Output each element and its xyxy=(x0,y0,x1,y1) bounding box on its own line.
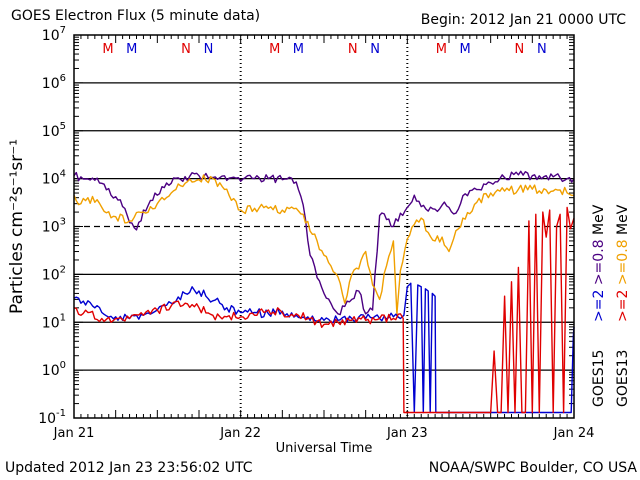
legend-part: >=0.8 xyxy=(615,239,631,289)
legend-entry: >=2 >=0.8 MeV xyxy=(615,204,631,322)
legend-layer: GOES15 >=2 >=0.8 MeV GOES13 >=2 >=0.8 MeV xyxy=(591,204,631,407)
updated-timestamp: Updated 2012 Jan 23 23:56:02 UTC xyxy=(5,460,253,476)
y-tick-label: 101 xyxy=(42,312,66,331)
legend-part: MeV xyxy=(591,204,607,239)
y-tick-label: 104 xyxy=(42,169,66,188)
y-tick-label: 103 xyxy=(42,217,66,236)
mn-marker: M xyxy=(293,42,304,57)
x-tick-label: Jan 21 xyxy=(53,426,95,441)
legend-part: >=2 xyxy=(615,290,631,322)
series-line xyxy=(73,170,575,316)
mn-marker: M xyxy=(459,42,470,57)
mn-marker: M xyxy=(102,42,113,57)
legend-entry: >=2 >=0.8 MeV xyxy=(591,204,607,322)
x-tick-label: Jan 23 xyxy=(386,426,428,441)
legend-part: MeV xyxy=(615,204,631,239)
y-tick-label: 10-1 xyxy=(38,408,66,427)
series-line xyxy=(73,282,575,414)
x-tick-label: Jan 22 xyxy=(219,426,261,441)
y-tick-label: 100 xyxy=(42,360,66,379)
series-layer xyxy=(73,170,575,414)
legend-part: >=2 xyxy=(591,290,607,322)
mn-marker: N xyxy=(348,42,358,57)
label-layer: 10-1 100 101 102 103 104 105 106 107 Jan 21 Jan 22… xyxy=(7,25,594,456)
mn-marker: N xyxy=(515,42,525,57)
y-tick-label: 102 xyxy=(42,264,66,283)
y-tick-label: 106 xyxy=(42,73,66,92)
grid-layer xyxy=(73,34,575,419)
frame-layer xyxy=(73,34,575,419)
legend-satellite-name: GOES15 xyxy=(591,350,607,407)
legend-satellite-name: GOES13 xyxy=(615,350,631,407)
mn-marker: M xyxy=(436,42,447,57)
series-line xyxy=(73,174,575,315)
x-axis-title: Universal Time xyxy=(276,441,373,456)
x-tick-label: Jan 24 xyxy=(553,426,595,441)
mn-marker: M xyxy=(269,42,280,57)
y-tick-label: 105 xyxy=(42,121,66,140)
mn-marker: N xyxy=(370,42,380,57)
mn-marker: M xyxy=(126,42,137,57)
mn-marker: N xyxy=(204,42,214,57)
mn-marker: N xyxy=(537,42,547,57)
plot-frame xyxy=(73,34,575,419)
legend-part: >=0.8 xyxy=(591,239,607,289)
series-line xyxy=(73,206,575,414)
chart-title: GOES Electron Flux (5 minute data) xyxy=(11,8,261,24)
mn-marker: N xyxy=(181,42,191,57)
y-tick-label: 107 xyxy=(42,25,66,44)
y-axis-title: Particles cm⁻²s⁻¹sr⁻¹ xyxy=(7,139,27,314)
credit-label: NOAA/SWPC Boulder, CO USA xyxy=(428,460,637,476)
begin-time-label: Begin: 2012 Jan 21 0000 UTC xyxy=(420,12,626,28)
